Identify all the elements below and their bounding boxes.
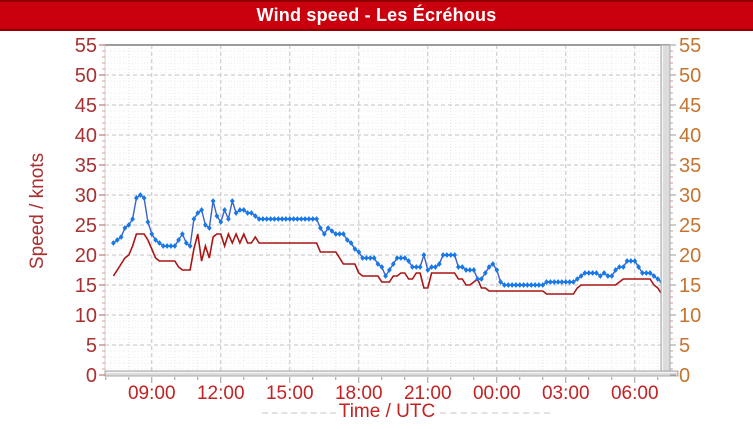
x-tick-label: 03:00 [542,383,590,404]
y-tick-label-left: 15 [75,275,97,297]
y-tick-label-left: 45 [75,95,97,117]
y-tick-label-left: 30 [75,185,97,207]
chart-title: Wind speed - Les Écréhous [256,5,497,25]
grid-minor [105,45,668,371]
y-tick-label-right: 30 [679,185,701,207]
y-tick-label-right: 35 [679,155,701,177]
divider-line-right [440,412,550,414]
y-tick-label-left: 25 [75,215,97,237]
y-tick-label-left: 40 [75,125,97,147]
y-tick-label-right: 15 [679,275,701,297]
x-tick-label: 06:00 [611,383,659,404]
y-tick-label-right: 45 [679,95,701,117]
x-axis-title: Time / UTC [338,401,436,422]
y-tick-label-left: 0 [86,365,97,387]
x-tick-label: 18:00 [335,383,383,404]
y-tick-label-left: 20 [75,245,97,267]
bottom-axis-bar [104,370,679,377]
y-tick-label-left: 50 [75,65,97,87]
x-tick-label: 12:00 [197,383,245,404]
x-tick-label: 21:00 [404,383,452,404]
x-tick-label: 15:00 [266,383,314,404]
y-tick-label-left: 10 [75,305,97,327]
y-tick-label-right: 55 [679,35,701,57]
blue-series-markers [111,192,668,291]
y-tick-label-right: 5 [679,335,690,357]
axis-ticks [99,44,676,383]
y-tick-label-left: 35 [75,155,97,177]
divider-line-left [262,412,336,414]
chart-title-bar: Wind speed - Les Écréhous [0,0,753,31]
y-tick-label-right: 40 [679,125,701,147]
x-tick-label: 09:00 [128,383,176,404]
y-tick-label-left: 5 [86,335,97,357]
y-tick-label-right: 25 [679,215,701,237]
x-tick-label: 00:00 [473,383,521,404]
y-tick-label-right: 10 [679,305,701,327]
y-tick-label-left: 55 [75,35,97,57]
red-series-line [112,231,667,304]
y-tick-label-right: 50 [679,65,701,87]
grid-major [105,45,661,371]
y-tick-label-right: 0 [679,365,690,387]
y-axis-title: Speed / knots [27,152,48,270]
y-tick-label-right: 20 [679,245,701,267]
